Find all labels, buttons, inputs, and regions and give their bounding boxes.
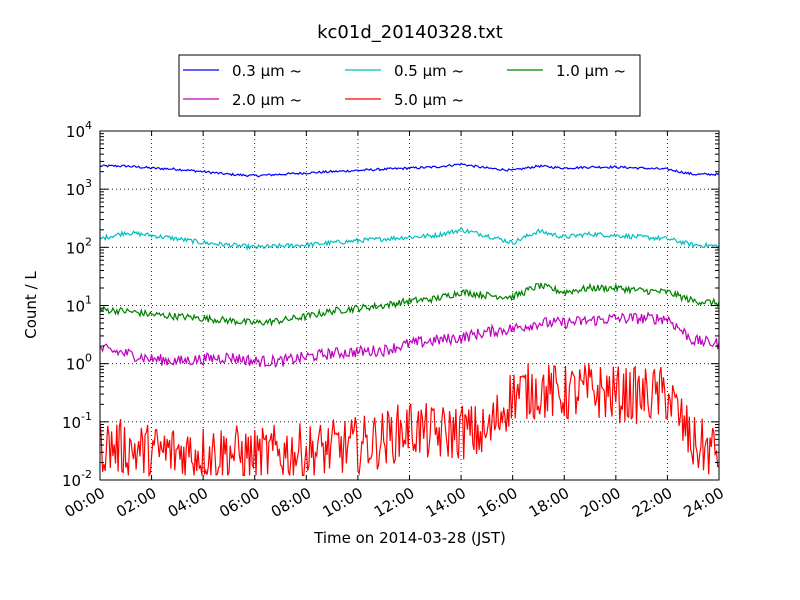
series-line xyxy=(99,311,720,369)
series-line xyxy=(99,363,720,478)
chart-title: kc01d_20140328.txt xyxy=(317,22,503,43)
legend-label: 5.0 μm ~ xyxy=(394,91,464,109)
x-tick-label: 24:00 xyxy=(681,484,727,521)
y-tick-label: 102 xyxy=(66,235,92,257)
y-tick-label: 10-1 xyxy=(62,410,92,432)
x-tick-label: 12:00 xyxy=(371,484,417,521)
y-tick-label: 101 xyxy=(66,294,92,316)
series-layer xyxy=(99,162,720,478)
x-tick-label: 08:00 xyxy=(268,484,314,521)
legend-label: 0.5 μm ~ xyxy=(394,62,464,80)
grid-lines xyxy=(99,130,720,481)
legend-label: 1.0 μm ~ xyxy=(556,62,626,80)
legend-label: 2.0 μm ~ xyxy=(232,91,302,109)
series-line xyxy=(99,162,720,178)
x-axis-label: Time on 2014-03-28 (JST) xyxy=(313,529,506,547)
x-tick-label: 16:00 xyxy=(474,484,520,521)
legend-label: 0.3 μm ~ xyxy=(232,62,302,80)
x-tick-label: 20:00 xyxy=(577,484,623,521)
y-axis-label: Count / L xyxy=(22,271,40,339)
legend-box xyxy=(178,54,641,117)
y-tick-label: 104 xyxy=(66,119,92,141)
x-tick-label: 22:00 xyxy=(629,484,675,521)
series-line xyxy=(99,282,720,327)
y-tick-label: 103 xyxy=(66,177,92,199)
x-tick-label: 04:00 xyxy=(165,484,211,521)
x-tick-label: 02:00 xyxy=(113,484,159,521)
x-tick-label: 14:00 xyxy=(423,484,469,521)
legend: 0.3 μm ~ 0.5 μm ~ 1.0 μm ~ 2.0 μm ~ 5.0 μm ~ xyxy=(178,54,641,117)
series-line xyxy=(99,227,720,251)
y-tick-label: 100 xyxy=(66,352,92,374)
y-tick-label: 10-2 xyxy=(62,468,92,490)
x-tick-label: 06:00 xyxy=(216,484,262,521)
x-tick-label: 18:00 xyxy=(526,484,572,521)
x-tick-label: 10:00 xyxy=(319,484,365,521)
y-axis-ticks: 10-2 10-1 100 101 102 103 104 xyxy=(62,119,719,490)
